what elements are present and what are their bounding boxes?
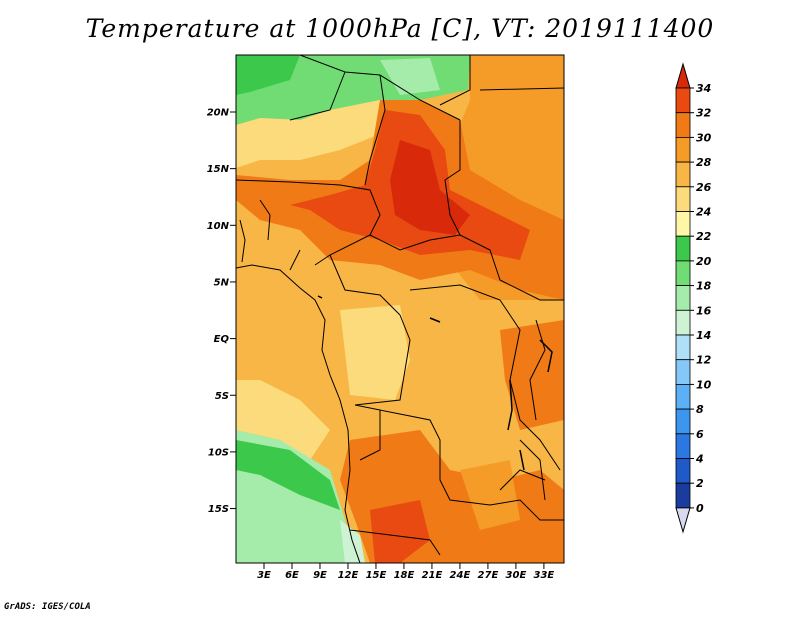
colorbar-segment: [675, 161, 691, 188]
x-tick-label: 27E: [478, 570, 499, 581]
x-tick-label: 24E: [450, 570, 471, 581]
y-tick-label: 20N: [207, 108, 230, 119]
y-axis: 20N 15N 10N 5N EQ 5S 10S 15S: [207, 108, 236, 515]
colorbar-segment: [675, 260, 691, 286]
field-south-orange: [460, 460, 520, 530]
y-tick-label: 10N: [207, 221, 230, 232]
y-tick-label: 5N: [214, 277, 230, 288]
field-north-darkgreen: [236, 55, 300, 95]
x-tick-label: 15E: [366, 570, 387, 581]
colorbar-segment: [675, 235, 691, 262]
x-tick-label: 18E: [394, 570, 415, 581]
x-tick-label: 9E: [313, 570, 327, 581]
colorbar-segment: [675, 211, 691, 237]
colorbar-segment: [675, 285, 691, 311]
colorbar-max-triangle: [675, 62, 691, 89]
colorbar-segment: [675, 383, 691, 410]
plot-frame: [235, 54, 565, 564]
x-tick-label: 6E: [285, 570, 299, 581]
x-tick-label: 3E: [257, 570, 271, 581]
colorbar-label: 22: [696, 230, 712, 243]
y-tick-label: 15S: [208, 504, 229, 515]
colorbar-label: 28: [696, 156, 712, 169]
field-atlantic-yellow: [236, 380, 330, 460]
colorbar-segment: [675, 87, 691, 114]
colorbar-segment: [675, 482, 691, 509]
field-north-lightgreen: [380, 58, 440, 95]
colorbar-label: 14: [696, 329, 711, 342]
x-tick-label: 30E: [506, 570, 527, 581]
colorbar-label: 8: [696, 403, 704, 416]
country-borders: [236, 55, 564, 563]
colorbar-label: 4: [695, 453, 704, 466]
x-axis: 3E 6E 9E 12E 15E 18E 21E 24E 27E 30E 33E: [257, 563, 554, 581]
colorbar-label: 16: [696, 304, 712, 317]
colorbar-label: 10: [696, 378, 712, 391]
colorbar-min-triangle: [675, 507, 691, 534]
temperature-field: [236, 55, 564, 563]
lakes: [317, 295, 553, 471]
y-tick-label: 10S: [208, 447, 229, 458]
field-max: [390, 140, 470, 235]
colorbar-label: 24: [696, 206, 711, 219]
colorbar-label: 0: [696, 502, 704, 515]
x-tick-label: 21E: [422, 570, 443, 581]
colorbar-label: 34: [696, 82, 711, 95]
colorbar-label: 26: [696, 181, 712, 194]
colorbar-label: 6: [696, 428, 704, 441]
colorbar-segment: [675, 359, 691, 385]
colorbar-segment: [675, 433, 691, 459]
colorbar-label: 30: [696, 131, 712, 144]
y-tick-label: EQ: [214, 334, 230, 345]
field-south-hottest: [370, 500, 430, 563]
colorbar-label: 32: [696, 107, 712, 120]
field-sahel-yellow: [236, 100, 390, 168]
colorbar-label: 12: [696, 354, 712, 367]
map-title: Temperature at 1000hPa [C], VT: 20191114…: [85, 14, 715, 43]
x-tick-label: 33E: [534, 570, 555, 581]
y-tick-label: 5S: [215, 391, 229, 402]
colorbar-label: 18: [696, 280, 712, 293]
colorbar-segment: [675, 136, 691, 163]
colorbar-segment: [675, 458, 691, 484]
colorbar-segment: [675, 112, 691, 138]
colorbar-segment: [675, 334, 691, 361]
colorbar-segment: [675, 186, 691, 212]
field-sw-green: [236, 440, 340, 510]
colorbar-label: 2: [696, 477, 704, 490]
colorbar-segment: [675, 408, 691, 435]
colorbar-segment: [675, 309, 691, 336]
field-congo-yellow: [340, 305, 410, 400]
colorbar-label: 20: [696, 255, 712, 268]
grads-credit: GrADS: IGES/COLA: [4, 602, 91, 612]
x-tick-label: 12E: [338, 570, 359, 581]
y-tick-label: 15N: [207, 164, 230, 175]
